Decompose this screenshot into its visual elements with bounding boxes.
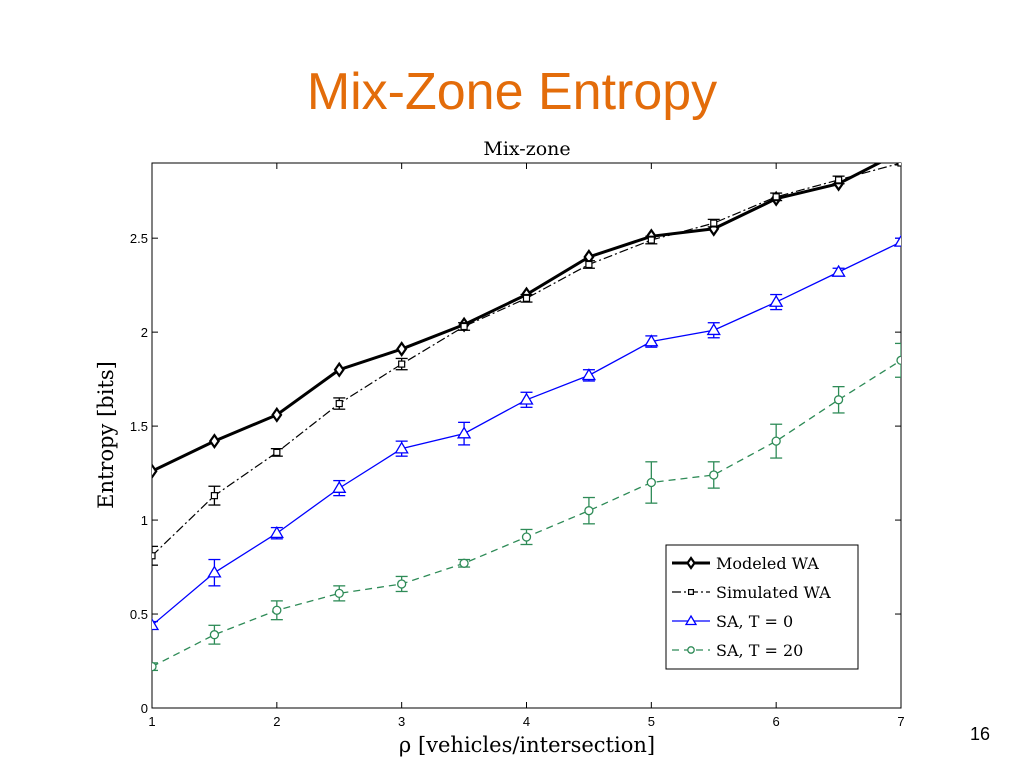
- square-marker: [834, 176, 843, 184]
- square-marker: [273, 448, 281, 457]
- triangle-marker: [769, 294, 784, 307]
- x-axis-label: ρ [vehicles/intersection]: [399, 733, 655, 757]
- x-tick-label: 5: [648, 714, 655, 729]
- triangle-marker: [519, 392, 534, 405]
- diamond-marker: [333, 361, 345, 378]
- triangle-marker: [684, 614, 698, 626]
- triangle-marker: [394, 441, 409, 454]
- y-axis-label: Entropy [bits]: [94, 361, 118, 509]
- series-2: [152, 163, 901, 566]
- square-marker: [210, 492, 219, 500]
- y-tick-group: 0 0.5 1 1.5 2 2.5: [130, 231, 901, 716]
- diamond-marker: [271, 406, 283, 423]
- y-tick-label: 0.5: [130, 607, 148, 622]
- square-marker: [687, 588, 694, 595]
- diamond-marker: [208, 433, 220, 450]
- triangle-marker: [706, 322, 721, 336]
- legend-label: SA, T = 20: [716, 641, 803, 660]
- triangle-marker: [831, 264, 846, 277]
- circle-marker: [334, 588, 344, 599]
- square-marker: [585, 260, 593, 269]
- x-tick-label: 7: [897, 714, 904, 729]
- circle-marker: [152, 662, 157, 672]
- circle-marker: [209, 630, 220, 640]
- x-tick-label: 3: [398, 714, 405, 729]
- legend-label: Simulated WA: [716, 583, 831, 602]
- square-marker: [522, 294, 531, 302]
- circle-marker: [584, 506, 594, 516]
- square-marker: [398, 360, 406, 368]
- x-tick-label: 1: [148, 714, 155, 729]
- triangle-marker: [893, 234, 901, 247]
- y-tick-label: 2.5: [130, 231, 148, 246]
- series-4: [152, 342, 901, 672]
- series-3: [152, 234, 901, 631]
- circle-marker: [521, 532, 532, 542]
- x-tick-label: 6: [773, 714, 780, 729]
- circle-marker: [272, 605, 282, 615]
- circle-marker: [397, 579, 407, 589]
- triangle-marker: [332, 480, 347, 493]
- triangle-marker: [269, 525, 284, 539]
- square-marker: [897, 163, 901, 167]
- y-tick-label: 1: [141, 513, 148, 528]
- x-tick-label: 2: [273, 714, 280, 729]
- circle-marker: [896, 355, 901, 365]
- y-tick-label: 0: [141, 701, 148, 716]
- circle-marker: [771, 436, 781, 446]
- circle-marker: [833, 395, 844, 405]
- x-tick-label: 4: [523, 714, 530, 729]
- triangle-marker: [581, 368, 597, 381]
- triangle-marker: [207, 565, 222, 578]
- chart-title: Mix-zone: [483, 138, 570, 160]
- square-marker: [772, 193, 780, 201]
- diamond-marker: [396, 341, 408, 357]
- circle-marker: [687, 646, 695, 654]
- y-tick-label: 1.5: [130, 419, 148, 434]
- legend-label: SA, T = 0: [716, 612, 793, 631]
- legend: Modeled WA Simulated WA SA, T = 0 SA, T = 2…: [665, 544, 859, 670]
- square-marker: [647, 236, 655, 244]
- triangle-marker: [152, 618, 160, 631]
- diamond-marker: [897, 146, 905, 158]
- square-marker: [710, 219, 718, 227]
- y-tick-label: 2: [141, 325, 148, 340]
- legend-box: [665, 544, 859, 670]
- square-marker: [335, 399, 343, 408]
- series-layer: [152, 146, 905, 672]
- triangle-marker: [644, 334, 659, 347]
- circle-marker: [459, 558, 469, 568]
- square-marker: [460, 322, 468, 331]
- slide-title: Mix-Zone Entropy: [306, 63, 718, 121]
- page-number: 16: [969, 724, 991, 744]
- diamond-marker: [152, 463, 158, 480]
- diamond-marker: [686, 556, 696, 570]
- circle-marker: [709, 470, 719, 480]
- legend-label: Modeled WA: [716, 554, 819, 573]
- circle-marker: [646, 477, 656, 488]
- triangle-marker: [456, 426, 472, 439]
- square-marker: [152, 552, 156, 560]
